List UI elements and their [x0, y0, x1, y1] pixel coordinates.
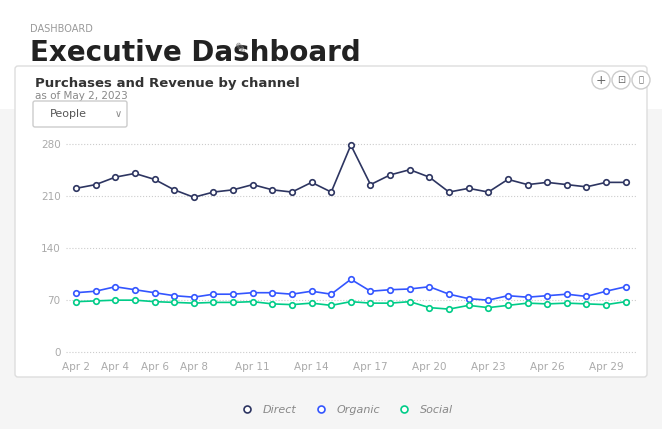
Circle shape: [632, 71, 650, 89]
Text: Purchases and Revenue by channel: Purchases and Revenue by channel: [35, 77, 300, 90]
FancyBboxPatch shape: [15, 66, 647, 377]
Text: ∨: ∨: [115, 109, 122, 119]
Text: People: People: [50, 109, 87, 119]
Text: ✎: ✎: [235, 42, 247, 56]
Text: Executive Dashboard: Executive Dashboard: [30, 39, 361, 67]
Text: 🗑: 🗑: [639, 76, 643, 85]
FancyBboxPatch shape: [0, 0, 662, 109]
Text: +: +: [596, 73, 606, 87]
FancyBboxPatch shape: [33, 101, 127, 127]
Legend: Direct, Organic, Social: Direct, Organic, Social: [231, 400, 457, 419]
Circle shape: [612, 71, 630, 89]
Circle shape: [592, 71, 610, 89]
Text: DASHBOARD: DASHBOARD: [30, 24, 93, 34]
Text: ⊡: ⊡: [617, 75, 625, 85]
Text: as of May 2, 2023: as of May 2, 2023: [35, 91, 128, 101]
